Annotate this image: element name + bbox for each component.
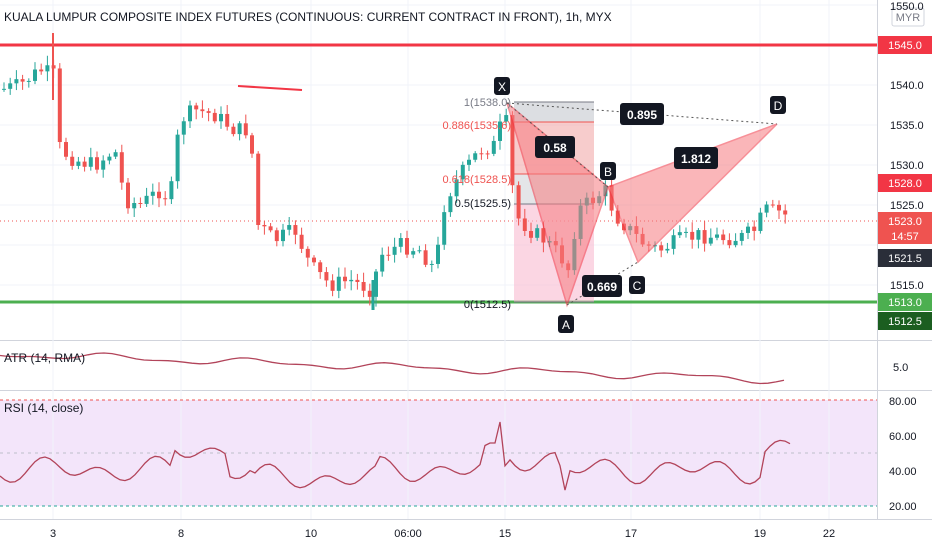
fib-level-0: 0(1512.5)	[464, 299, 511, 311]
upper-level-tag	[878, 174, 932, 192]
price-tick-1535: 1535.0	[890, 120, 924, 132]
price-tick-1525: 1525.0	[890, 200, 924, 212]
price-tick-1515: 1515.0	[890, 280, 924, 292]
bid-tag	[878, 249, 932, 267]
time-tick: 15	[499, 528, 511, 540]
time-tick: 17	[625, 528, 637, 540]
time-tick: 19	[754, 528, 766, 540]
ratio-xad-label: 0.895	[627, 108, 657, 122]
time-tick: 3	[50, 528, 56, 540]
rsi-label[interactable]: RSI (14, close)	[4, 401, 83, 415]
rsi-band	[0, 400, 877, 506]
time-tick: 10	[305, 528, 317, 540]
trend-line[interactable]	[237, 85, 303, 91]
point-c-label: C	[633, 279, 642, 293]
bid-price: 1521.5	[888, 253, 922, 265]
atr-line[interactable]	[0, 352, 785, 385]
point-x-label: X	[498, 80, 506, 94]
rsi-tick-60: 60.00	[889, 431, 917, 443]
fib-level-1: 1(1538.0)	[464, 97, 511, 109]
price-tick-1530: 1530.0	[890, 160, 924, 172]
fib-level-05: 0.5(1525.5)	[455, 198, 511, 210]
currency-badge[interactable]	[891, 7, 925, 27]
last-price-tag	[878, 212, 932, 244]
upper-level-price: 1528.0	[888, 178, 922, 190]
atr-label[interactable]: ATR (14, RMA)	[4, 351, 85, 365]
time-tick: 8	[178, 528, 184, 540]
point-a-label: A	[562, 318, 570, 332]
time-tick: 06:00	[394, 528, 422, 540]
time-axis[interactable]: 3 8 10 06:00 15 17 19 22	[50, 528, 835, 540]
point-b-label: B	[604, 165, 612, 179]
chart-title[interactable]: KUALA LUMPUR COMPOSITE INDEX FUTURES (CO…	[4, 10, 612, 24]
fib-level-0618: 0.618(1528.5)	[443, 174, 512, 186]
price-tick-1540: 1540.0	[890, 80, 924, 92]
low-price-tag	[878, 312, 932, 330]
currency-label: MYR	[896, 12, 921, 24]
support-price: 1513.0	[888, 297, 922, 309]
ratio-abc-label: 0.669	[587, 280, 617, 294]
rsi-line[interactable]	[0, 421, 791, 491]
price-tick-1550: 1550.0	[890, 1, 924, 13]
atr-tick: 5.0	[893, 362, 908, 374]
bar-countdown: 14:57	[891, 231, 919, 243]
ratio-bcd-label: 1.812	[681, 152, 711, 166]
point-d-label: D	[774, 99, 783, 113]
rsi-tick-20: 20.00	[889, 501, 917, 513]
harmonic-pattern[interactable]	[505, 100, 778, 308]
rsi-tick-40: 40.00	[889, 466, 917, 478]
time-tick: 22	[823, 528, 835, 540]
rsi-tick-80: 80.00	[889, 396, 917, 408]
low-price: 1512.5	[888, 316, 922, 328]
resistance-price-tag	[878, 36, 932, 54]
price-axis[interactable]: 1550.0 1540.0 1535.0 1530.0 1525.0 1515.…	[890, 1, 924, 292]
main-pane[interactable]	[0, 0, 877, 340]
fib-level-0886: 0.886(1535.6)	[443, 120, 512, 132]
last-price: 1523.0	[888, 216, 922, 228]
resistance-price: 1545.0	[888, 40, 922, 52]
support-price-tag	[878, 293, 932, 311]
ratio-xab-label: 0.58	[543, 141, 567, 155]
